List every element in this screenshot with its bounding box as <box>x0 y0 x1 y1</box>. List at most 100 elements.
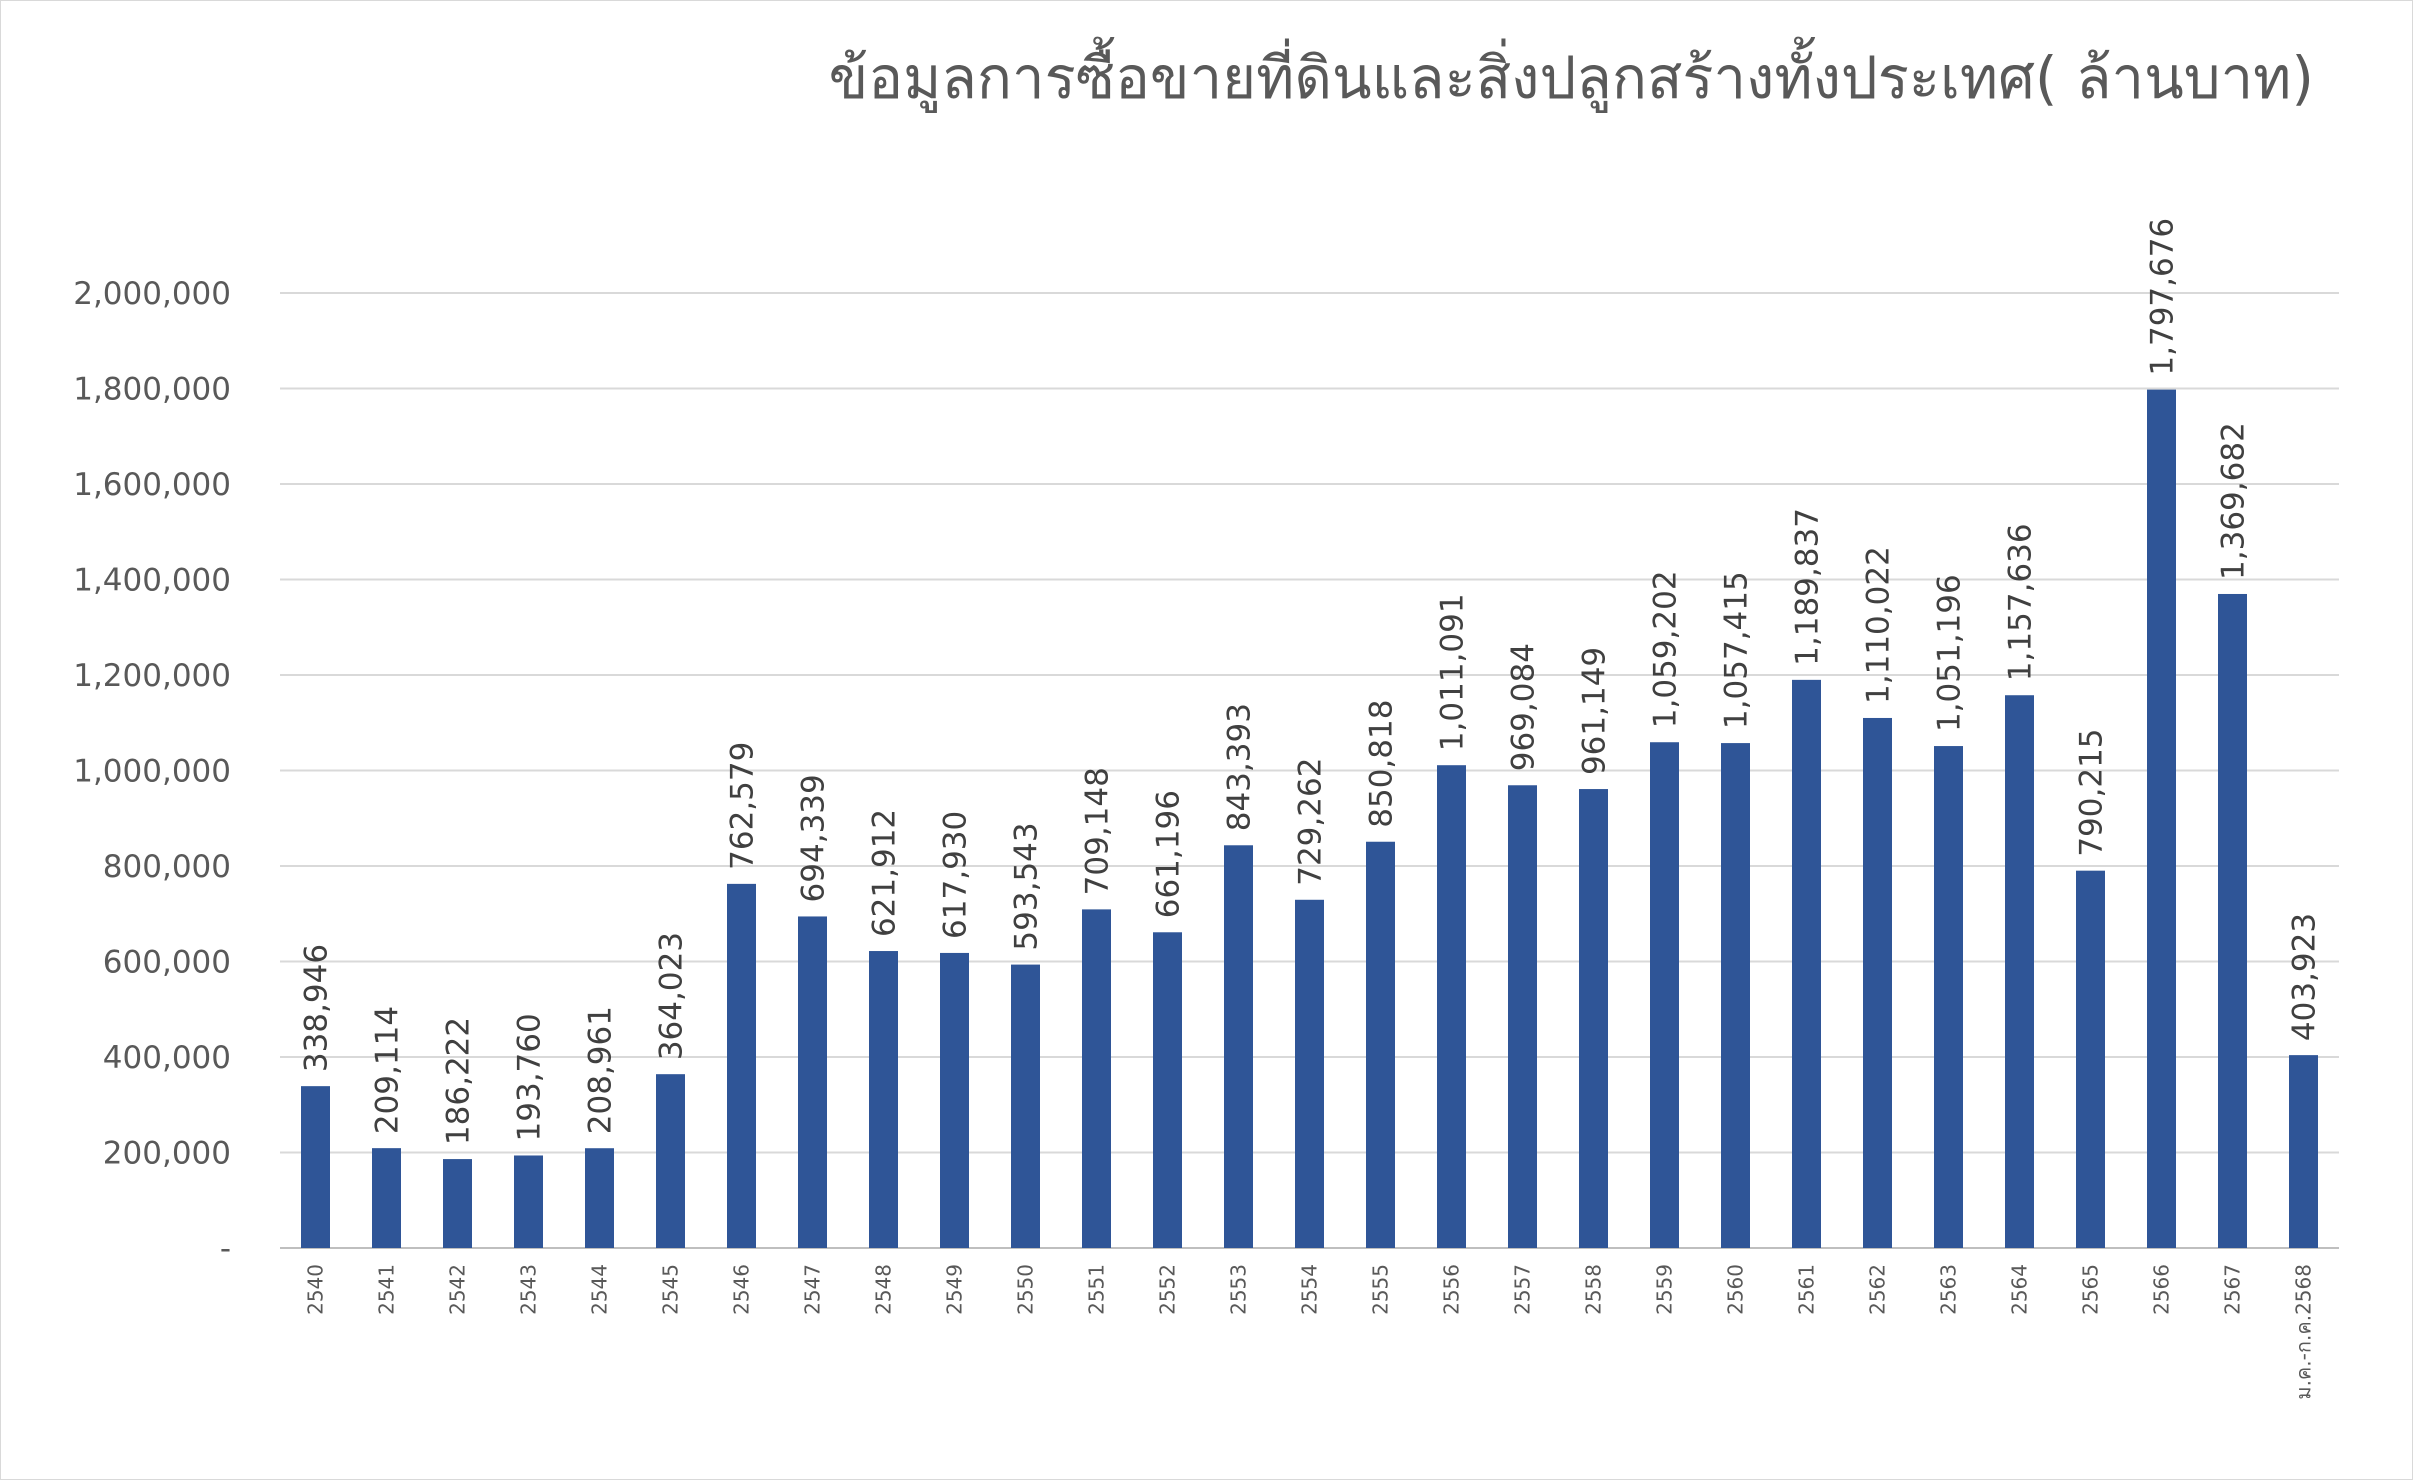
data-label: 208,961 <box>583 1006 619 1134</box>
x-tick-label: 2549 <box>943 1264 967 1315</box>
x-tick-label: 2555 <box>1369 1264 1393 1315</box>
x-tick-label: 2562 <box>1866 1264 1890 1315</box>
x-tick-label: 2541 <box>375 1264 399 1315</box>
bar-2553 <box>1224 845 1253 1248</box>
data-label: 969,084 <box>1506 643 1542 771</box>
data-label: 1,011,091 <box>1435 593 1471 751</box>
bar-2563 <box>1934 746 1963 1248</box>
data-label: 790,215 <box>2074 728 2110 856</box>
bar-2549 <box>940 952 969 1248</box>
data-label: 1,369,682 <box>2216 422 2252 580</box>
bar-2552 <box>1153 932 1182 1248</box>
data-label: 850,818 <box>1364 700 1400 828</box>
data-label: 694,339 <box>796 774 832 902</box>
x-tick-label: 2542 <box>446 1264 470 1315</box>
bar-2564 <box>2005 695 2034 1248</box>
data-label: 1,057,415 <box>1719 571 1755 729</box>
x-tick-label: 2540 <box>304 1264 328 1315</box>
y-tick-label: 1,000,000 <box>73 754 231 790</box>
x-tick-label: 2556 <box>1440 1264 1464 1315</box>
bar-2558 <box>1579 789 1608 1248</box>
data-labels: 338,946 209,114 186,222 193,760 208,961 364,0… <box>299 218 2323 1145</box>
x-tick-label: 2559 <box>1653 1264 1677 1315</box>
bar-2556 <box>1437 765 1466 1248</box>
bar-2560 <box>1721 743 1750 1248</box>
data-label: 193,760 <box>512 1013 548 1141</box>
data-label: 209,114 <box>370 1006 406 1134</box>
bar-2567 <box>2218 593 2247 1248</box>
x-tick-label: 2560 <box>1724 1264 1748 1315</box>
x-tick-label: 2550 <box>1014 1264 1038 1315</box>
x-tick-label: 2561 <box>1795 1264 1819 1315</box>
bar-2562 <box>1863 717 1892 1248</box>
bar-2548 <box>869 951 898 1248</box>
data-label: 762,579 <box>725 742 761 870</box>
y-tick-label: 600,000 <box>103 945 231 981</box>
x-tick-label: 2551 <box>1085 1264 1109 1315</box>
bar-2565 <box>2076 870 2105 1248</box>
data-label: 709,148 <box>1080 767 1116 895</box>
x-tick-label: 2547 <box>801 1264 825 1315</box>
y-tick-label: - <box>220 1231 231 1267</box>
gridlines <box>280 292 2339 1249</box>
y-tick-label: 800,000 <box>103 849 231 885</box>
bar-2566 <box>2147 389 2176 1248</box>
bar-2554 <box>1295 899 1324 1248</box>
bars <box>301 389 2318 1248</box>
x-tick-label: 2553 <box>1227 1264 1251 1315</box>
bar-2561 <box>1792 679 1821 1248</box>
data-label: 403,923 <box>2287 913 2323 1041</box>
x-axis-tick-labels: 2540 2541 2542 2543 2544 2545 2546 2547 2548 2549… <box>304 1264 2316 1400</box>
data-label: 1,797,676 <box>2145 218 2181 376</box>
bar-ม.ค.-ก.ค.2568 <box>2289 1055 2318 1248</box>
bar-2555 <box>1366 841 1395 1248</box>
bar-2559 <box>1650 742 1679 1248</box>
y-axis-tick-labels: - 200,000 400,000 600,000 800,000 1,000,000 1,… <box>73 276 231 1267</box>
bar-2551 <box>1082 909 1111 1248</box>
data-label: 617,930 <box>938 811 974 939</box>
data-label: 961,149 <box>1577 647 1613 775</box>
bar-2541 <box>372 1148 401 1248</box>
bar-2557 <box>1508 785 1537 1248</box>
x-tick-label: 2566 <box>2150 1264 2174 1315</box>
data-label: 338,946 <box>299 944 335 1072</box>
x-tick-label: 2557 <box>1511 1264 1535 1315</box>
data-label: 1,051,196 <box>1932 574 1968 732</box>
bar-2545 <box>656 1074 685 1248</box>
data-label: 1,189,837 <box>1790 508 1826 666</box>
data-label: 1,110,022 <box>1861 546 1897 704</box>
x-tick-label: 2546 <box>730 1264 754 1315</box>
data-label: 661,196 <box>1151 790 1187 918</box>
chart-title: ข้อมูลการซื้อขายที่ดินและสิ่งปลูกสร้างทั… <box>829 37 2314 113</box>
data-label: 621,912 <box>867 809 903 937</box>
data-label: 593,543 <box>1009 822 1045 950</box>
y-tick-label: 400,000 <box>103 1040 231 1076</box>
x-tick-label: 2565 <box>2079 1264 2103 1315</box>
x-tick-label: 2543 <box>517 1264 541 1315</box>
y-tick-label: 1,800,000 <box>73 372 231 408</box>
x-tick-label: 2552 <box>1156 1264 1180 1315</box>
data-label: 729,262 <box>1293 758 1329 886</box>
data-label: 1,059,202 <box>1648 570 1684 728</box>
y-tick-label: 1,200,000 <box>73 658 231 694</box>
bar-2540 <box>301 1086 330 1248</box>
x-tick-label: ม.ค.-ก.ค.2568 <box>2292 1264 2316 1400</box>
x-tick-label: 2558 <box>1582 1264 1606 1315</box>
data-label: 1,157,636 <box>2003 523 2039 681</box>
x-tick-label: 2554 <box>1298 1264 1322 1315</box>
bar-2542 <box>443 1159 472 1248</box>
x-tick-label: 2567 <box>2221 1264 2245 1315</box>
y-tick-label: 2,000,000 <box>73 276 231 312</box>
data-label: 364,023 <box>654 932 690 1060</box>
bar-2550 <box>1011 964 1040 1248</box>
bar-2544 <box>585 1148 614 1248</box>
x-tick-label: 2563 <box>1937 1264 1961 1315</box>
data-label: 186,222 <box>441 1017 477 1145</box>
bar-2543 <box>514 1155 543 1248</box>
data-label: 843,393 <box>1222 703 1258 831</box>
y-tick-label: 200,000 <box>103 1136 231 1172</box>
x-tick-label: 2544 <box>588 1264 612 1315</box>
x-tick-label: 2564 <box>2008 1264 2032 1315</box>
